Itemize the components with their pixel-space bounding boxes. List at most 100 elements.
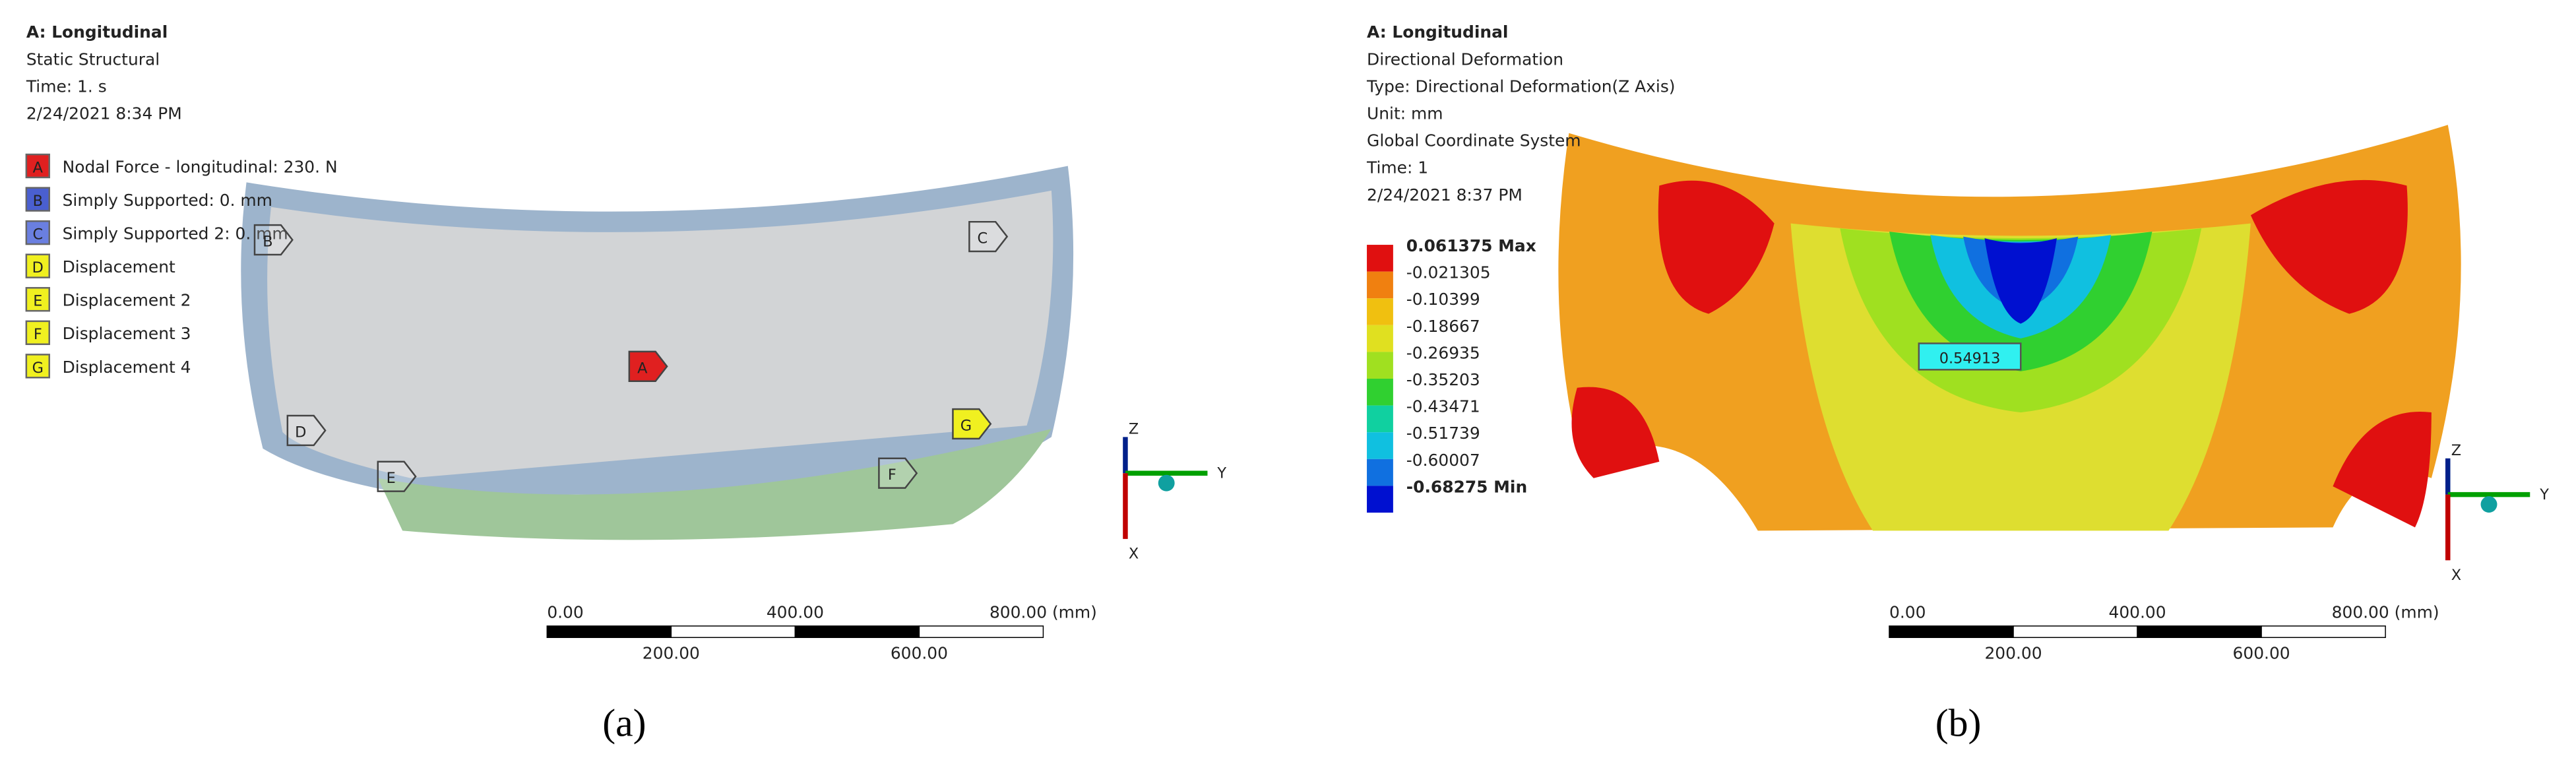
- marker: [952, 408, 992, 440]
- header-line: A: Longitudinal: [26, 22, 168, 42]
- scale-label: 0.00: [547, 602, 583, 621]
- axis-label: X: [2451, 567, 2461, 584]
- marker: [968, 220, 1009, 253]
- scale-label: 200.00: [643, 644, 700, 663]
- legend-key: D: [32, 259, 44, 276]
- marker-key: G: [960, 417, 972, 434]
- legend-swatch: [25, 253, 50, 278]
- colorbar-label: -0.10399: [1406, 290, 1480, 309]
- legend-key: G: [32, 360, 44, 377]
- colorbar-band: [1367, 459, 1393, 486]
- hood-surface: [267, 190, 1053, 478]
- header-line: 2/24/2021 8:34 PM: [26, 104, 182, 123]
- caption: (b): [1935, 701, 1982, 745]
- colorbar-band: [1367, 325, 1393, 352]
- legend-key: A: [33, 159, 44, 176]
- axis-label: Z: [2451, 442, 2461, 459]
- marker: [253, 224, 294, 256]
- axis-origin: [2480, 496, 2497, 513]
- scale-seg: [546, 625, 672, 639]
- colorbar-label: -0.43471: [1406, 397, 1480, 416]
- colorbar-band: [1367, 432, 1393, 459]
- colorbar-band: [1367, 298, 1393, 325]
- marker-key: C: [977, 230, 988, 247]
- colorbar-label: -0.51739: [1406, 424, 1480, 443]
- scale-seg: [670, 625, 796, 639]
- colorbar-label: -0.18667: [1406, 317, 1480, 336]
- colorbar-band: [1367, 245, 1393, 272]
- legend-label: Nodal Force - longitudinal: 230. N: [63, 157, 338, 176]
- colorbar-label: 0.061375 Max: [1406, 236, 1536, 255]
- header-line: Type: Directional Deformation(Z Axis): [1366, 77, 1675, 96]
- colorbar-label: -0.68275 Min: [1406, 477, 1527, 496]
- legend-label: Simply Supported 2: 0. mm: [63, 224, 288, 243]
- caption: (a): [602, 701, 646, 745]
- contour-red: [2333, 411, 2432, 528]
- scale-label: 0.00: [1889, 602, 1926, 621]
- marker: [286, 414, 327, 447]
- marker: [878, 457, 918, 489]
- header-line: A: Longitudinal: [1367, 22, 1508, 42]
- axis-label: Y: [1216, 465, 1226, 482]
- marker-key: F: [888, 466, 896, 484]
- axis-label: Y: [2539, 486, 2549, 503]
- legend-label: Displacement 4: [63, 358, 191, 377]
- legend-label: Displacement: [63, 257, 175, 276]
- legend-key: B: [33, 193, 43, 210]
- hood-support: [377, 428, 1052, 540]
- colorbar-label: -0.60007: [1406, 451, 1480, 470]
- colorbar-label: -0.021305: [1406, 263, 1491, 282]
- header-line: Time: 1. s: [26, 77, 107, 96]
- scale-label: 600.00: [891, 644, 948, 663]
- colorbar-band: [1367, 405, 1393, 433]
- marker: [377, 461, 417, 492]
- header-line: Time: 1: [1366, 158, 1428, 177]
- axis-label: Z: [1129, 420, 1139, 437]
- legend-label: Simply Supported: 0. mm: [63, 191, 272, 210]
- scale-seg: [1889, 625, 2014, 639]
- colorbar-band: [1367, 352, 1393, 379]
- colorbar-band: [1367, 486, 1393, 513]
- colorbar-band: [1367, 379, 1393, 406]
- axis-label: X: [1129, 546, 1139, 563]
- marker-key: B: [263, 234, 272, 251]
- scale-label: 800.00 (mm): [990, 602, 1097, 621]
- scale-seg: [2137, 625, 2262, 639]
- probe-box: [1918, 342, 2022, 371]
- header-line: Static Structural: [26, 49, 160, 69]
- scale-label: 800.00 (mm): [2332, 602, 2439, 621]
- scale-seg: [918, 625, 1044, 639]
- legend-swatch: [25, 187, 50, 212]
- contour-red: [1571, 387, 1660, 478]
- colorbar-label: -0.35203: [1406, 370, 1480, 389]
- axis-origin: [1158, 474, 1175, 492]
- scale-label: 200.00: [1984, 644, 2042, 663]
- contour-blue: [1984, 238, 2058, 324]
- scale-seg: [794, 625, 920, 639]
- marker-key: E: [387, 470, 396, 487]
- legend-swatch: [25, 220, 50, 245]
- scale-seg: [2013, 625, 2138, 639]
- scale-label: 400.00: [2109, 602, 2166, 621]
- scale-label: 400.00: [767, 602, 824, 621]
- marker: [628, 350, 668, 382]
- scale-seg: [2261, 625, 2386, 639]
- header-line: Unit: mm: [1367, 104, 1443, 123]
- legend-label: Displacement 3: [63, 324, 191, 343]
- legend-swatch: [25, 320, 50, 345]
- colorbar-label: -0.26935: [1406, 343, 1480, 362]
- marker-key: D: [295, 424, 306, 441]
- header-line: Directional Deformation: [1367, 49, 1563, 69]
- scale-label: 600.00: [2233, 644, 2290, 663]
- contour-red: [1658, 180, 1775, 314]
- legend-key: E: [33, 293, 42, 310]
- header-line: Global Coordinate System: [1367, 131, 1581, 150]
- legend-key: F: [34, 326, 42, 343]
- legend-swatch: [25, 287, 50, 312]
- marker-key: A: [637, 360, 648, 377]
- legend-swatch: [25, 153, 50, 179]
- colorbar-band: [1367, 271, 1393, 299]
- header-line: 2/24/2021 8:37 PM: [1367, 185, 1523, 205]
- probe-label: 0.54913: [1939, 350, 2001, 367]
